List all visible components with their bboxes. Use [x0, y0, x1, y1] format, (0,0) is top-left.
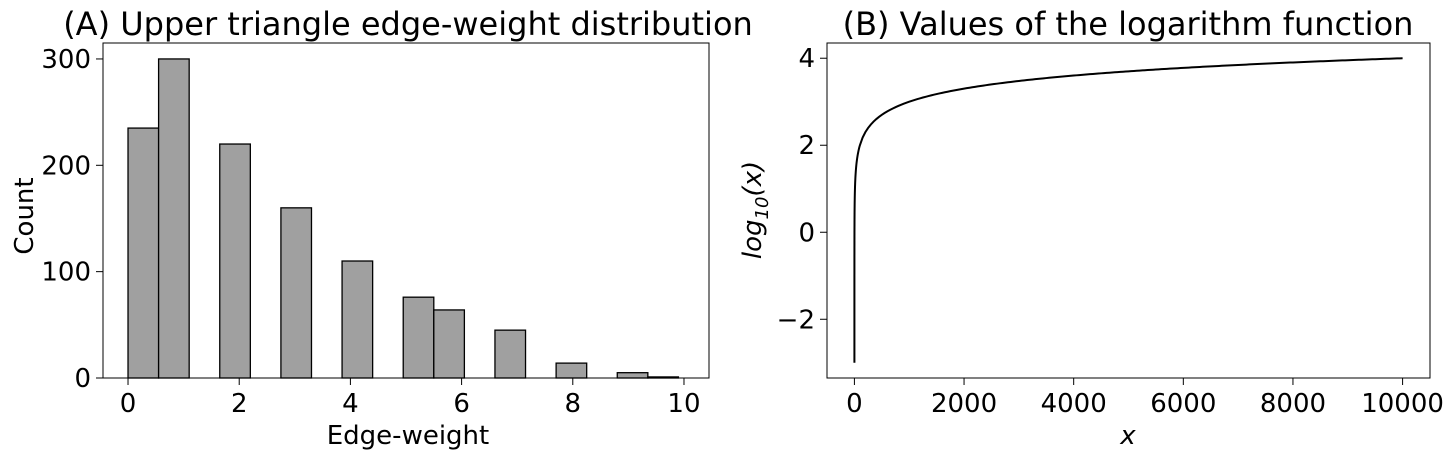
y-axis-label-b: log10(x) — [738, 161, 773, 259]
x-tick-label: 10 — [667, 389, 700, 419]
histogram-bar — [341, 260, 374, 379]
plot-frame-a — [102, 42, 710, 379]
histogram-bar — [402, 296, 435, 379]
histogram-bar — [433, 309, 466, 379]
y-axis-ticks-b: −2 0 2 4 — [777, 44, 827, 335]
chart-title-b: (B) Values of the logarithm function — [843, 5, 1414, 43]
y-tick-label: 4 — [798, 44, 815, 74]
panel-a: (A) Upper triangle edge-weight distribut… — [10, 5, 753, 451]
x-tick-label: 8 — [565, 389, 582, 419]
histogram-bar — [280, 207, 313, 379]
x-tick-label: 0 — [120, 389, 137, 419]
histogram-bar — [494, 329, 527, 379]
x-axis-ticks-a: 0 2 4 6 8 10 — [120, 378, 701, 419]
x-tick-label: 10000 — [1361, 389, 1444, 419]
y-tick-label: −2 — [777, 305, 815, 335]
y-axis-label-a: Count — [10, 177, 40, 254]
y-tick-label: 100 — [41, 258, 91, 288]
chart-title-a: (A) Upper triangle edge-weight distribut… — [63, 5, 753, 43]
x-tick-label: 2 — [231, 389, 248, 419]
y-tick-label: 0 — [798, 218, 815, 248]
histogram-bars — [127, 58, 680, 379]
x-tick-label: 6000 — [1150, 389, 1216, 419]
y-axis-ticks-a: 0 100 200 300 — [41, 45, 103, 394]
histogram-bar — [127, 127, 160, 379]
panel-b: (B) Values of the logarithm function 0 20… — [738, 5, 1444, 451]
y-tick-label: 0 — [74, 364, 91, 394]
histogram-bar — [219, 143, 251, 379]
x-tick-label: 4 — [342, 389, 359, 419]
plot-frame-b — [826, 42, 1431, 379]
x-tick-label: 6 — [453, 389, 470, 419]
y-tick-label: 200 — [41, 151, 91, 181]
histogram-bar — [616, 372, 649, 379]
x-tick-label: 8000 — [1260, 389, 1326, 419]
x-tick-label: 4000 — [1041, 389, 1107, 419]
x-axis-ticks-b: 0 2000 4000 6000 8000 10000 — [846, 378, 1444, 419]
y-tick-label: 300 — [41, 45, 91, 75]
histogram-bar — [157, 58, 190, 379]
log-curve — [853, 57, 1403, 363]
x-tick-label: 0 — [846, 389, 863, 419]
histogram-bar — [555, 362, 588, 379]
x-axis-label-b: x — [1119, 421, 1136, 451]
x-axis-label-a: Edge-weight — [327, 421, 489, 451]
x-tick-label: 2000 — [931, 389, 997, 419]
y-tick-label: 2 — [798, 131, 815, 161]
